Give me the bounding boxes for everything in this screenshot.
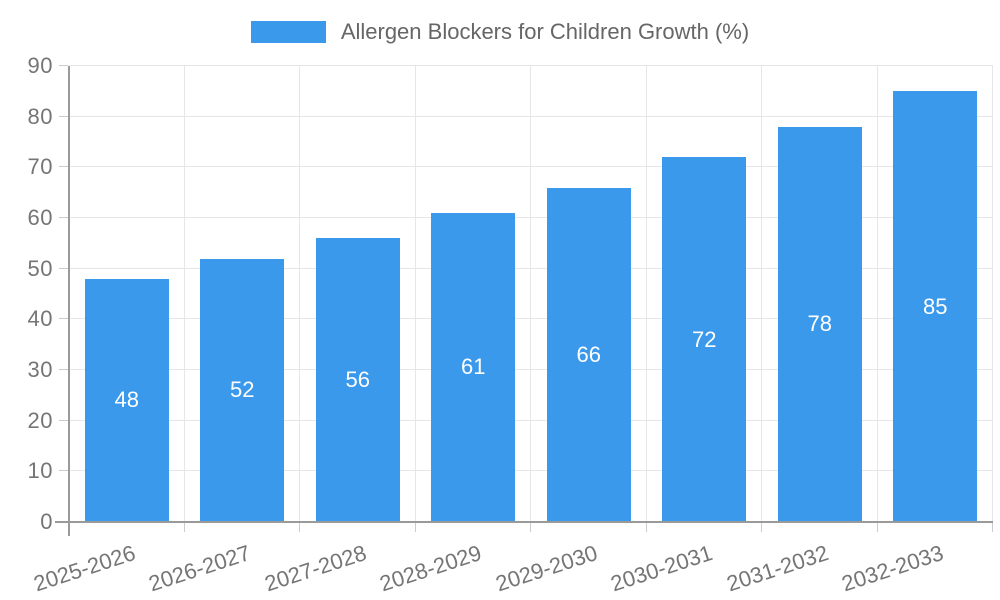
x-tick-label: 2028-2029 (376, 540, 485, 597)
y-axis-tick (59, 115, 68, 117)
gridline-horizontal (69, 217, 993, 218)
bar[interactable]: 61 (431, 212, 516, 522)
legend-label: Allergen Blockers for Children Growth (%… (340, 19, 750, 44)
gridline-horizontal (69, 115, 993, 117)
gridline-horizontal (69, 166, 993, 168)
gridline-horizontal (69, 267, 993, 269)
y-tick-label: 80 (27, 103, 53, 129)
y-tick-label: 70 (27, 154, 53, 180)
y-axis-tick (59, 369, 68, 370)
x-tick-label: 2031-2032 (723, 540, 832, 597)
gridline-vertical (299, 66, 300, 522)
y-tick-label: 90 (27, 53, 53, 78)
bar-value-label: 66 (576, 341, 601, 367)
gridline-vertical (992, 66, 993, 522)
plot-area: 0 10 20 30 40 50 60 70 80 90 48 52 56 61 66 72 78 85 2025-… (28, 54, 993, 596)
bar[interactable]: 66 (546, 187, 631, 522)
y-axis-tick (59, 318, 68, 320)
bar-value-label: 78 (807, 311, 832, 337)
bar[interactable]: 78 (777, 126, 862, 522)
x-axis-line (55, 521, 993, 523)
gridline-horizontal (69, 65, 993, 66)
y-tick-label: 50 (27, 255, 53, 281)
gridline-vertical (530, 66, 531, 522)
x-axis-tick (530, 522, 531, 532)
chart-legend-item[interactable]: Allergen Blockers for Children Growth (%… (0, 19, 1000, 45)
y-axis-tick (59, 166, 68, 168)
x-tick-label: 2026-2027 (145, 540, 254, 597)
bar[interactable]: 72 (662, 157, 747, 522)
x-tick-label: 2029-2030 (492, 540, 601, 597)
gridline-vertical (645, 66, 647, 522)
y-tick-label: 30 (27, 357, 53, 382)
x-tick-label: 2032-2033 (838, 540, 947, 597)
bar-value-label: 56 (345, 367, 370, 393)
gridline-horizontal (69, 419, 993, 421)
bar[interactable]: 85 (893, 91, 978, 522)
y-axis-tick (59, 217, 68, 218)
gridline-vertical (876, 66, 878, 522)
legend-swatch-icon (250, 21, 326, 43)
x-axis-tick (761, 522, 762, 532)
bar-value-label: 72 (692, 326, 717, 352)
gridline-horizontal (69, 318, 993, 320)
y-tick-label: 20 (27, 407, 53, 433)
bar[interactable]: 52 (200, 258, 285, 522)
bar-value-label: 48 (114, 387, 139, 413)
gridline-vertical (414, 66, 416, 522)
bar-value-label: 61 (461, 354, 486, 380)
x-tick-label: 2025-2026 (30, 540, 139, 597)
x-axis-tick (183, 522, 185, 532)
y-tick-label: 60 (27, 205, 53, 230)
x-tick-label: 2027-2028 (261, 540, 370, 597)
gridline-horizontal (69, 369, 993, 370)
y-axis-line (68, 66, 70, 536)
x-axis-tick (876, 522, 878, 532)
gridline-vertical (761, 66, 762, 522)
y-tick-label: 10 (27, 458, 53, 484)
bar-value-label: 52 (230, 377, 255, 403)
y-axis-tick (59, 267, 68, 269)
y-tick-label: 0 (40, 509, 53, 534)
x-axis-tick (645, 522, 647, 532)
bar-value-label: 85 (923, 293, 948, 319)
gridline-vertical (183, 66, 185, 522)
x-axis-tick (992, 522, 993, 532)
y-axis-tick (59, 419, 68, 421)
gridline-horizontal (69, 470, 993, 472)
y-axis-tick (59, 470, 68, 472)
bar[interactable]: 56 (315, 238, 400, 522)
x-tick-label: 2030-2031 (607, 540, 716, 597)
y-tick-label: 40 (27, 306, 53, 332)
bar[interactable]: 48 (84, 278, 169, 522)
x-axis-tick (299, 522, 300, 532)
x-axis-tick (414, 522, 416, 532)
y-axis-tick (59, 65, 68, 66)
